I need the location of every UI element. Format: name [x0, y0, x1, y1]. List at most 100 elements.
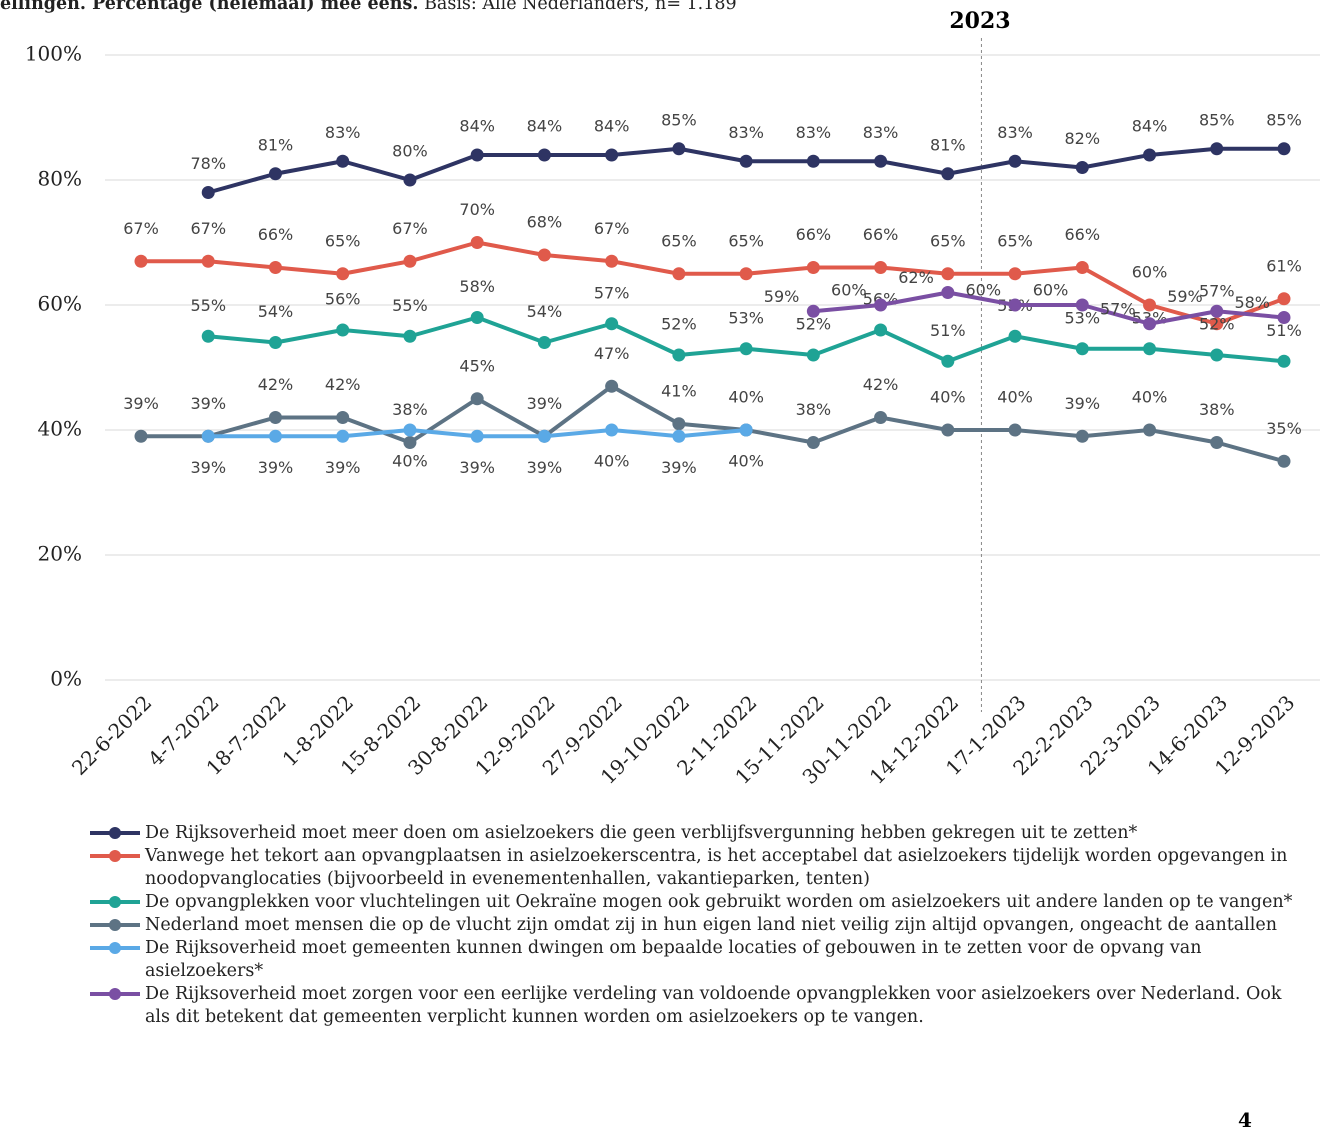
legend: De Rijksoverheid moet meer doen om asiel… [88, 822, 1308, 1029]
page-number: 4 [1238, 1108, 1252, 1132]
data-point [201, 329, 215, 343]
data-point [1008, 267, 1022, 281]
data-point [1143, 298, 1157, 312]
data-point [1277, 354, 1291, 368]
data-label: 40% [997, 388, 1033, 407]
series-line [141, 240, 1285, 326]
data-label: 38% [392, 400, 428, 419]
data-label: 40% [594, 452, 630, 471]
data-point [605, 317, 619, 331]
legend-label: De Rijksoverheid moet gemeenten kunnen d… [145, 938, 1202, 981]
data-label: 84% [1132, 117, 1168, 136]
data-point [537, 148, 551, 162]
data-point [470, 392, 484, 406]
data-point [1075, 261, 1089, 274]
legend-item: De Rijksoverheid moet meer doen om asiel… [88, 822, 1308, 845]
data-label: 38% [796, 400, 832, 419]
legend-item: Nederland moet mensen die op de vlucht z… [88, 914, 1308, 937]
data-point [806, 154, 820, 168]
data-label: 39% [527, 394, 563, 413]
data-label: 53% [1065, 308, 1101, 327]
data-point [941, 167, 955, 181]
data-point [605, 423, 619, 437]
data-label: 40% [728, 452, 764, 471]
data-label: 65% [661, 231, 697, 250]
data-point [672, 348, 686, 362]
data-point [874, 411, 888, 424]
data-point [268, 261, 282, 274]
data-point [1210, 304, 1224, 318]
data-label: 39% [527, 458, 563, 477]
data-label: 83% [728, 123, 764, 142]
data-point [537, 248, 551, 262]
data-label: 66% [796, 225, 832, 244]
data-point [336, 267, 350, 281]
data-point [806, 436, 820, 449]
data-label: 60% [965, 281, 1001, 300]
data-point [403, 173, 417, 187]
data-label: 42% [863, 375, 899, 394]
data-label: 39% [459, 458, 495, 477]
data-point [336, 154, 350, 168]
data-point [1143, 342, 1157, 356]
legend-marker [90, 988, 140, 1000]
header: ellingen. Percentage (helemaal) mee eens… [0, 0, 737, 14]
data-point [941, 423, 955, 437]
data-label: 51% [930, 321, 966, 340]
legend-dot [109, 827, 121, 839]
data-label: 42% [258, 375, 294, 394]
data-label: 54% [527, 302, 563, 321]
y-tick-label: 20% [38, 542, 82, 566]
legend-label: Nederland moet mensen die op de vlucht z… [145, 915, 1277, 935]
data-point [1210, 142, 1224, 156]
data-label: 40% [1132, 388, 1168, 407]
data-point [672, 429, 686, 443]
data-point [941, 354, 955, 368]
data-label: 59% [764, 287, 800, 306]
legend-item: De Rijksoverheid moet gemeenten kunnen d… [88, 937, 1308, 983]
data-label: 60% [1132, 263, 1168, 282]
data-label: 42% [325, 375, 361, 394]
data-label: 59% [1167, 287, 1203, 306]
data-label: 51% [1266, 321, 1302, 340]
data-label: 54% [258, 302, 294, 321]
data-point [201, 254, 215, 268]
data-point [941, 267, 955, 281]
data-label: 38% [1199, 400, 1235, 419]
legend-dot [109, 988, 121, 1000]
legend-marker [90, 919, 140, 931]
data-label: 80% [392, 142, 428, 161]
data-point [739, 342, 753, 356]
data-label: 41% [661, 381, 697, 400]
data-label: 81% [930, 135, 966, 154]
series-line [141, 384, 1285, 464]
data-label: 57% [1199, 281, 1235, 300]
data-label: 81% [258, 135, 294, 154]
y-tick-label: 100% [25, 42, 82, 66]
data-label: 40% [392, 452, 428, 471]
data-label: 58% [1234, 293, 1270, 312]
chart: 2023 0%20%40%60%80%100%22-6-20224-7-2022… [25, 8, 1320, 789]
data-point [201, 186, 215, 199]
legend-label: De Rijksoverheid moet meer doen om asiel… [145, 823, 1138, 843]
data-label: 67% [123, 219, 159, 238]
y-tick-label: 40% [38, 417, 82, 441]
data-point [470, 148, 484, 162]
data-label: 84% [594, 117, 630, 136]
data-label: 53% [728, 308, 764, 327]
data-point [806, 304, 820, 318]
data-point [739, 154, 753, 168]
data-label: 40% [728, 388, 764, 407]
data-label: 52% [661, 315, 697, 334]
data-label: 83% [325, 123, 361, 142]
data-label: 66% [863, 225, 899, 244]
data-label: 39% [258, 458, 294, 477]
data-point [1008, 329, 1022, 343]
legend-marker [90, 942, 140, 954]
chart-title: ellingen. Percentage (helemaal) mee eens… [0, 0, 419, 14]
data-label: 83% [863, 123, 899, 142]
legend-marker [90, 896, 140, 908]
data-point [1075, 342, 1089, 356]
data-label: 35% [1266, 419, 1302, 438]
data-point [201, 429, 215, 443]
